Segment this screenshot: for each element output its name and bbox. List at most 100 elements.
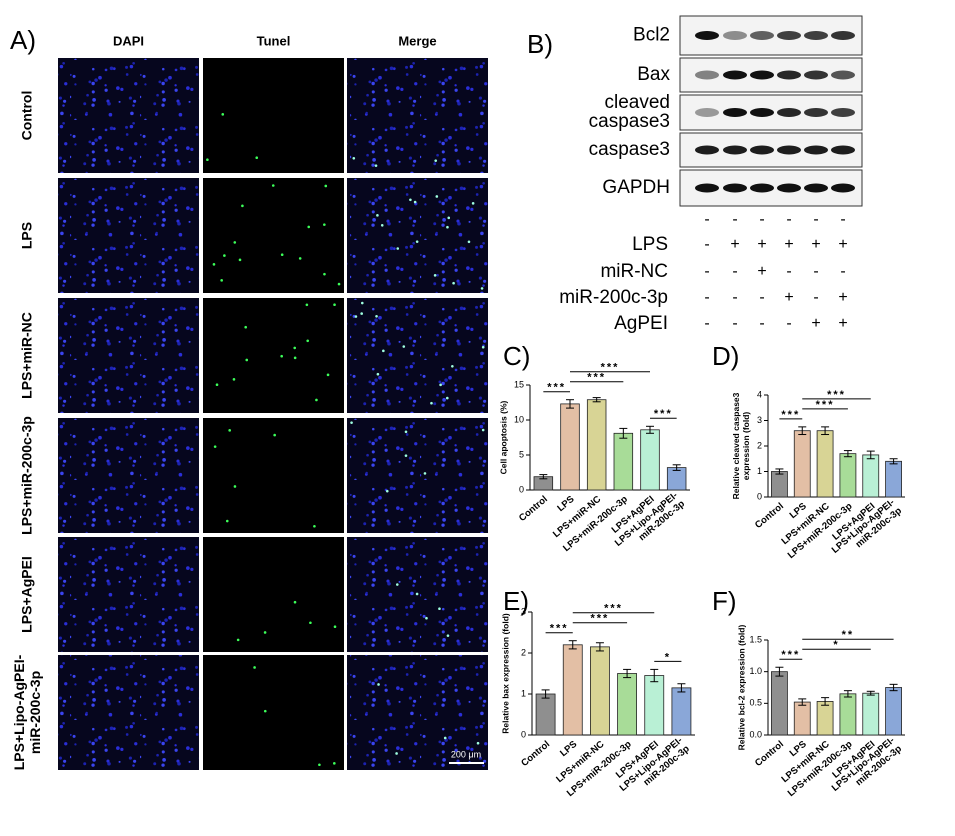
tunel-spot: [382, 349, 385, 353]
treatment-sign: -: [840, 211, 845, 228]
treatment-sign: -: [786, 315, 791, 332]
y-tick-label: 1: [757, 466, 762, 476]
treatment-sign: +: [811, 315, 820, 332]
micrograph: [347, 655, 488, 770]
tunel-spot: [333, 303, 336, 306]
bar: [771, 671, 788, 736]
tunel-spot: [360, 312, 363, 315]
bar: [839, 693, 857, 736]
tunel-spot: [402, 345, 406, 348]
row-label: LPS+Lipo-AgPEI-miR-200c-3p: [11, 654, 43, 770]
bar: [613, 432, 634, 491]
bar: [793, 430, 811, 498]
tunel-spot: [395, 583, 399, 586]
blot-band: [695, 70, 719, 80]
micrograph: [347, 298, 488, 413]
tunel-spot: [481, 345, 485, 349]
bar: [816, 430, 834, 498]
treatment-sign: -: [704, 289, 709, 306]
significance-label: *: [833, 639, 839, 651]
treatment-sign: -: [813, 211, 818, 228]
column-header: Merge: [398, 33, 436, 48]
treatment-sign: -: [732, 315, 737, 332]
micrograph: [203, 418, 344, 533]
tunel-spot: [385, 489, 389, 493]
y-tick-label: 0: [521, 729, 526, 739]
tunel-spot: [293, 346, 297, 350]
tunel-spot: [223, 254, 226, 257]
tunel-spot: [307, 225, 311, 229]
x-tick-label: Control: [519, 739, 552, 769]
y-axis-label: Relative bax expression (fold): [500, 613, 510, 734]
treatment-sign: -: [759, 211, 764, 228]
y-tick-label: 5: [519, 449, 524, 459]
treatment-sign: +: [730, 236, 739, 253]
blot-band: [804, 145, 828, 155]
tunel-spot: [404, 430, 408, 434]
treatment-label: LPS: [632, 234, 668, 255]
x-tick-label: Control: [753, 501, 786, 531]
y-tick-label: 15: [514, 379, 524, 389]
panel-label: E): [503, 586, 529, 616]
y-tick-label: 4: [757, 389, 762, 399]
significance-label: ***: [590, 613, 609, 625]
treatment-sign: -: [813, 289, 818, 306]
tunel-spot: [306, 339, 310, 343]
y-axis-label: Relative bcl-2 expression (fold): [736, 625, 746, 751]
tunel-spot: [225, 519, 229, 523]
tunel-spot: [293, 356, 297, 360]
panel-label: A): [10, 25, 36, 55]
panel-label: F): [712, 586, 737, 616]
micrograph: [203, 298, 344, 413]
blot-band: [695, 31, 719, 40]
panel-label: D): [712, 341, 739, 371]
tunel-spot: [480, 287, 484, 290]
blot-band: [723, 145, 747, 155]
tunel-spot: [280, 354, 283, 358]
treatment-sign: -: [840, 263, 845, 280]
tunel-spot: [476, 741, 480, 745]
band-label: GAPDH: [602, 177, 670, 198]
y-tick-label: 10: [514, 414, 524, 424]
tunel-spot: [326, 373, 330, 377]
bar: [640, 429, 660, 491]
tunel-spot: [244, 325, 247, 329]
treatment-sign: -: [704, 315, 709, 332]
bar: [885, 460, 902, 498]
tunel-spot: [352, 157, 356, 160]
tunel-spot: [309, 621, 312, 625]
bar: [560, 403, 580, 491]
significance-label: *: [665, 651, 671, 663]
tunel-spot: [434, 159, 438, 162]
treatment-sign: +: [838, 289, 847, 306]
bar: [862, 454, 880, 498]
significance-label: ***: [781, 649, 800, 661]
tunel-spot: [415, 240, 419, 243]
tunel-spot: [447, 216, 451, 220]
band-label: cleaved caspase3: [589, 92, 670, 132]
tunel-spot: [323, 223, 326, 226]
treatment-sign: -: [704, 236, 709, 253]
blot-band: [804, 108, 828, 117]
x-tick-label: LPS: [558, 739, 579, 759]
tunel-spot: [395, 752, 398, 755]
significance-label: ***: [604, 603, 623, 615]
significance-label: ***: [781, 409, 800, 421]
blot-band: [695, 183, 719, 193]
micrograph: [58, 655, 199, 770]
blot-band: [777, 108, 801, 117]
tunel-spot: [255, 156, 259, 159]
tunel-spot: [232, 378, 236, 381]
tunel-spot: [350, 421, 353, 424]
significance-label: ***: [601, 362, 620, 374]
micrograph: [347, 418, 488, 533]
tunel-spot: [425, 616, 428, 620]
blot-band: [777, 31, 801, 40]
tunel-spot: [293, 600, 297, 604]
blot-band: [750, 183, 774, 193]
tunel-spot: [380, 224, 384, 227]
bar: [839, 453, 857, 498]
tunel-spot: [377, 683, 380, 686]
micrograph: [347, 178, 488, 293]
treatment-sign: +: [784, 236, 793, 253]
